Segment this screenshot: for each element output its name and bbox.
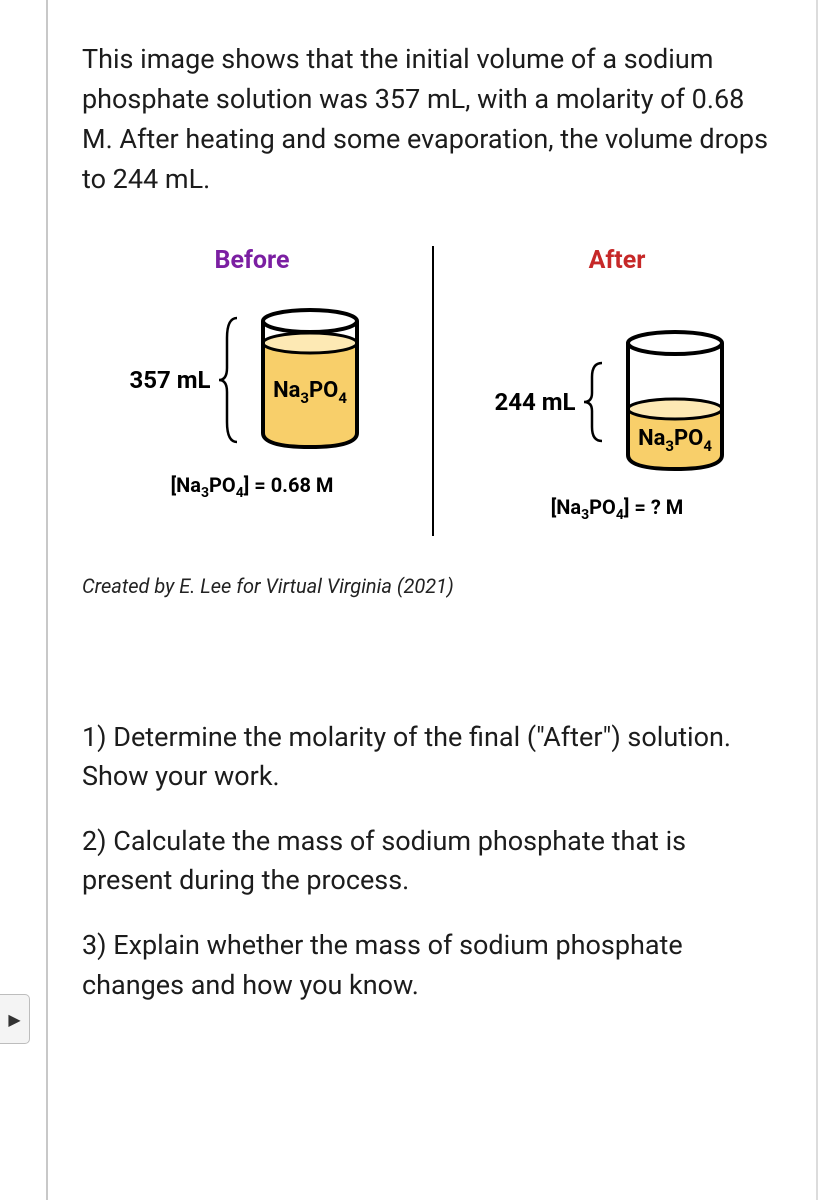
before-volume-label: 357 mL [129, 366, 210, 394]
after-brace-icon [580, 357, 606, 447]
question-3: 3) Explain whether the mass of sodium ph… [82, 926, 776, 1004]
before-beaker-icon: Na3PO4 [245, 305, 375, 455]
after-beaker-icon: Na3PO4 [610, 327, 740, 477]
expand-sidebar-button[interactable]: ▶ [0, 994, 30, 1044]
question-1: 1) Determine the molarity of the final (… [82, 718, 776, 796]
conc-part: [Na [171, 473, 201, 497]
before-concentration-label: [Na3PO4] = 0.68 M [171, 473, 334, 501]
credit-line: Created by E. Lee for Virtual Virginia (… [82, 574, 776, 598]
conc-part: PO [209, 473, 236, 497]
conc-part: ] = ? M [624, 495, 683, 519]
conc-part: ] = 0.68 M [244, 473, 334, 497]
after-beaker-row: 244 mL Na3PO4 [494, 327, 739, 477]
question-2: 2) Calculate the mass of sodium phosphat… [82, 822, 776, 900]
right-margin-border [816, 0, 818, 1200]
conc-part: [Na [551, 495, 581, 519]
after-title: After [589, 246, 646, 275]
after-panel: After 244 mL Na3PO4 [452, 246, 782, 523]
before-after-diagram: Before 357 mL Na3PO4 [82, 246, 776, 546]
main-content: This image shows that the initial volume… [82, 40, 776, 1031]
conc-part: 3 [581, 507, 589, 523]
intro-paragraph: This image shows that the initial volume… [82, 40, 776, 200]
conc-part: 4 [236, 485, 244, 501]
before-panel: Before 357 mL Na3PO4 [82, 246, 422, 501]
svg-text:Na3PO4: Na3PO4 [638, 426, 712, 455]
conc-part: PO [589, 495, 616, 519]
svg-text:Na3PO4: Na3PO4 [273, 378, 347, 407]
before-brace-icon [215, 310, 241, 450]
expand-icon: ▶ [8, 1010, 20, 1029]
after-concentration-label: [Na3PO4] = ? M [551, 495, 684, 523]
before-title: Before [215, 246, 290, 275]
after-volume-label: 244 mL [494, 388, 575, 416]
conc-part: 3 [201, 485, 209, 501]
diagram-divider [432, 246, 434, 536]
before-beaker-row: 357 mL Na3PO4 [129, 305, 374, 455]
conc-part: 4 [616, 507, 624, 523]
